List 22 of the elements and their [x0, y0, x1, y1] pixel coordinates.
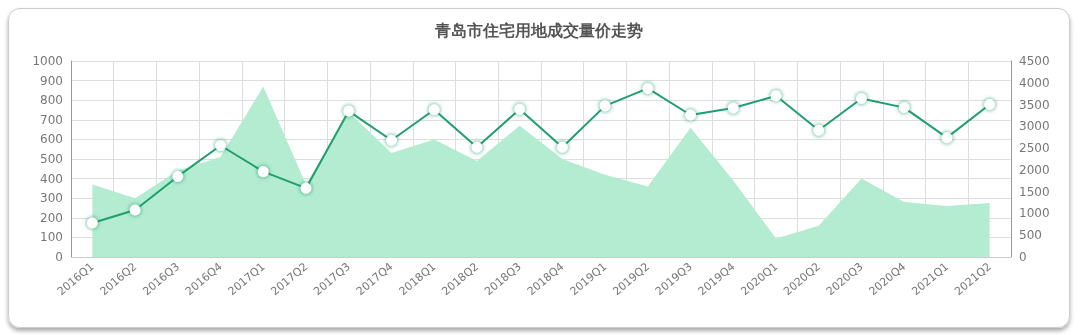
- y2-tick-label: 500: [1019, 228, 1042, 243]
- y-tick-label: 300: [40, 191, 63, 206]
- y-tick-label: 1000: [32, 54, 63, 68]
- y-tick-label: 800: [40, 93, 63, 108]
- y-tick-label: 700: [40, 112, 63, 127]
- y-tick-label: 200: [40, 210, 63, 225]
- y2-tick-label: 2500: [1019, 141, 1050, 156]
- y-tick-label: 600: [40, 132, 63, 147]
- y2-tick-label: 1000: [1019, 206, 1050, 221]
- y2-tick-label: 4000: [1019, 75, 1050, 90]
- y-tick-label: 900: [40, 73, 63, 88]
- y2-tick-label: 3500: [1019, 97, 1050, 112]
- y2-tick-label: 4500: [1019, 54, 1050, 68]
- y-tick-label: 100: [40, 230, 63, 245]
- y-tick-label: 400: [40, 171, 63, 186]
- y2-tick-label: 1500: [1019, 184, 1050, 199]
- y-tick-label: 500: [40, 152, 63, 166]
- y2-tick-label: 0: [1019, 250, 1027, 264]
- y2-tick-label: 2000: [1019, 162, 1050, 177]
- y-tick-label: 0: [55, 250, 63, 264]
- y2-tick-label: 3000: [1019, 119, 1050, 134]
- chart-title: 青岛市住宅用地成交量价走势: [434, 20, 643, 40]
